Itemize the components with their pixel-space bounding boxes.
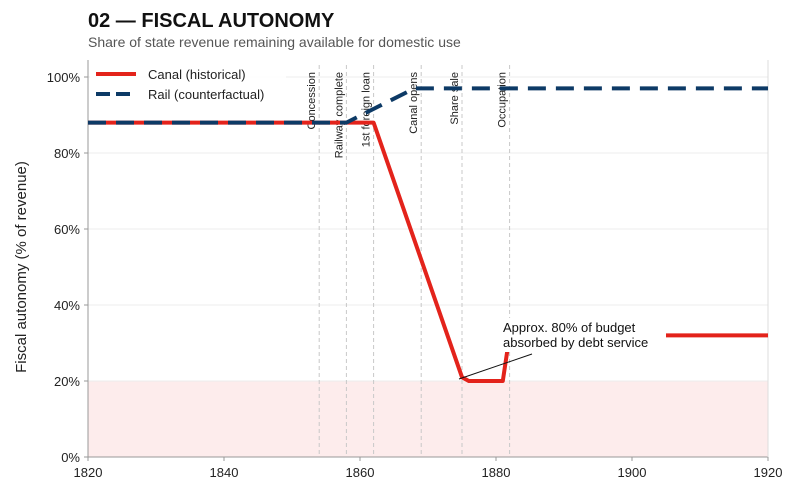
chart-title: 02 — FISCAL AUTONOMY [88,10,335,32]
x-tick-label: 1860 [346,465,375,480]
event-label: Share sale [449,72,461,125]
shaded-band [88,381,768,457]
event-label: Concession [306,72,318,129]
annotation-text: absorbed by debt service [503,335,648,350]
y-tick-label: 80% [54,146,80,161]
y-tick-label: 0% [61,450,80,465]
series-line [88,86,768,125]
x-tick-label: 1880 [482,465,511,480]
legend-box [90,60,286,106]
y-tick-label: 60% [54,222,80,237]
x-tick-label: 1920 [754,465,783,480]
annotation-text: Approx. 80% of budget [503,320,636,335]
legend-label: Canal (historical) [148,67,246,82]
x-tick-label: 1840 [210,465,239,480]
event-label: 1st foreign loan [361,72,373,147]
chart-subtitle: Share of state revenue remaining availab… [88,34,461,50]
event-label: Canal opens [408,72,420,134]
y-axis-label: Fiscal autonomy (% of revenue) [13,161,30,373]
y-tick-label: 100% [47,70,81,85]
x-tick-label: 1820 [74,465,103,480]
annotation-arrow [458,353,533,380]
event-label: Occupation [497,72,509,128]
annotation-box [500,318,666,352]
y-tick-label: 20% [54,374,80,389]
event-label: Railway complete [333,72,345,158]
y-tick-label: 40% [54,298,80,313]
legend-label: Rail (counterfactual) [148,87,264,102]
x-tick-label: 1900 [618,465,647,480]
